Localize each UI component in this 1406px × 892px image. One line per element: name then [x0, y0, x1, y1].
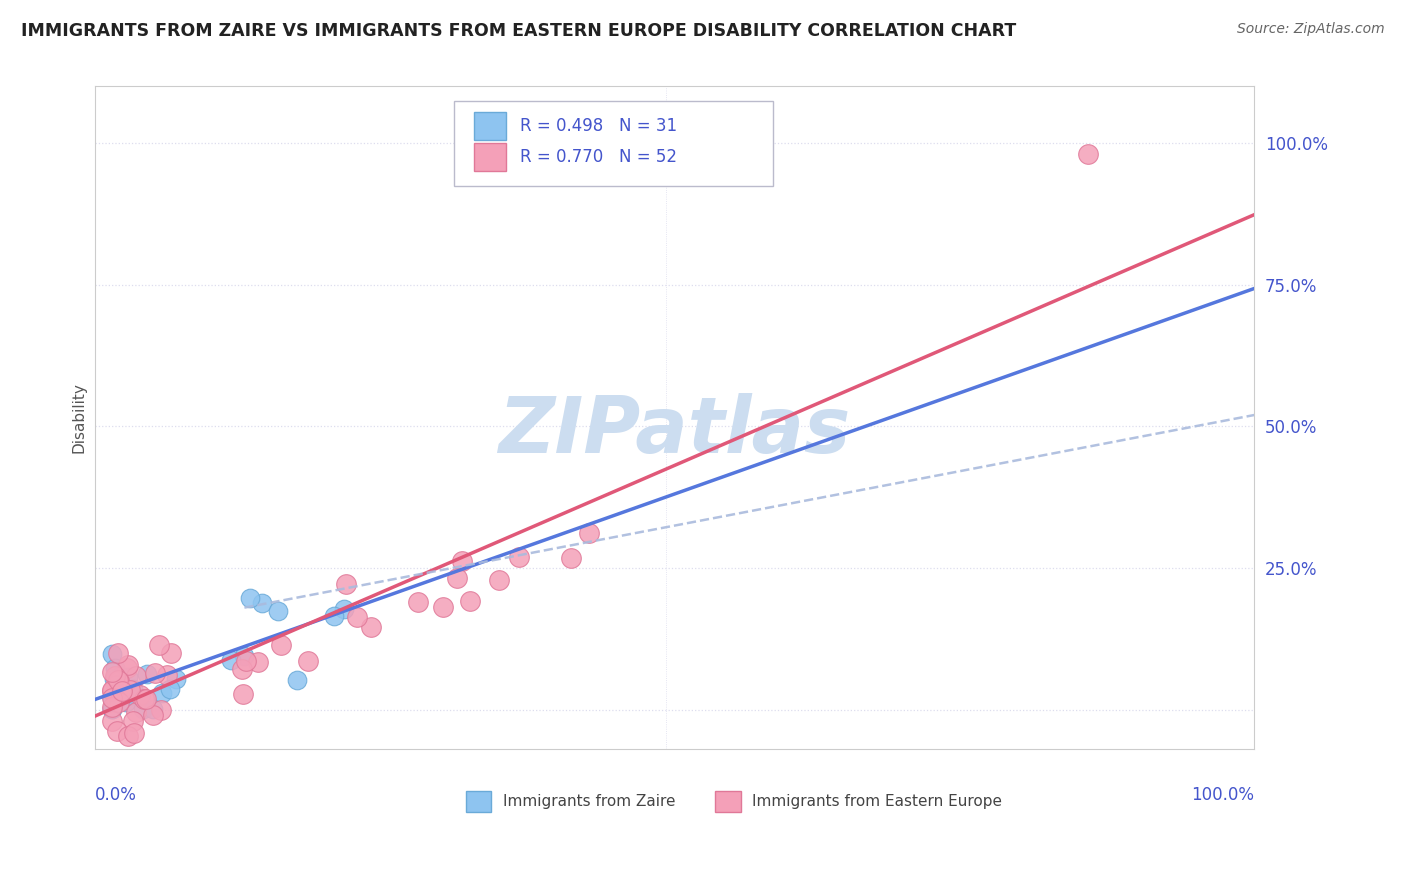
Point	[101, 699, 124, 714]
Point	[156, 668, 179, 682]
Point	[101, 665, 124, 679]
Point	[104, 668, 127, 682]
Point	[115, 661, 138, 675]
Point	[120, 683, 142, 698]
Point	[1077, 147, 1099, 161]
Point	[107, 673, 129, 688]
Point	[117, 729, 139, 743]
Point	[160, 647, 183, 661]
FancyBboxPatch shape	[474, 112, 506, 140]
Point	[107, 672, 129, 686]
FancyBboxPatch shape	[474, 143, 506, 170]
Point	[101, 702, 124, 716]
Text: Source: ZipAtlas.com: Source: ZipAtlas.com	[1237, 22, 1385, 37]
Point	[104, 690, 127, 704]
Point	[149, 703, 172, 717]
Point	[233, 648, 256, 663]
Point	[110, 681, 132, 696]
Text: R = 0.498   N = 31: R = 0.498 N = 31	[520, 117, 678, 135]
Point	[105, 692, 128, 706]
Point	[115, 695, 138, 709]
FancyBboxPatch shape	[465, 791, 491, 813]
Point	[111, 684, 134, 698]
Point	[142, 707, 165, 722]
Point	[101, 682, 124, 697]
Point	[117, 671, 139, 685]
Text: IMMIGRANTS FROM ZAIRE VS IMMIGRANTS FROM EASTERN EUROPE DISABILITY CORRELATION C: IMMIGRANTS FROM ZAIRE VS IMMIGRANTS FROM…	[21, 22, 1017, 40]
Point	[246, 655, 269, 669]
Point	[406, 595, 429, 609]
Point	[252, 596, 274, 610]
Point	[145, 666, 167, 681]
Point	[107, 695, 129, 709]
Point	[135, 691, 157, 706]
Point	[432, 600, 454, 615]
Point	[110, 669, 132, 683]
Point	[267, 604, 290, 618]
Point	[101, 714, 124, 729]
Point	[122, 726, 145, 740]
Y-axis label: Disability: Disability	[72, 383, 86, 453]
Point	[578, 525, 600, 540]
Point	[446, 571, 468, 585]
Point	[270, 638, 292, 652]
Point	[132, 702, 155, 716]
Point	[101, 691, 124, 706]
Point	[142, 702, 165, 716]
Point	[332, 601, 354, 615]
Point	[239, 591, 262, 606]
Point	[488, 573, 510, 587]
Point	[101, 683, 124, 698]
Point	[232, 687, 254, 701]
Point	[297, 654, 319, 668]
Point	[125, 669, 148, 683]
FancyBboxPatch shape	[454, 101, 773, 186]
Point	[508, 549, 530, 564]
Point	[105, 723, 128, 738]
Point	[360, 620, 382, 634]
Text: 100.0%: 100.0%	[1191, 786, 1254, 804]
Point	[108, 673, 131, 688]
Point	[458, 594, 481, 608]
Point	[335, 576, 357, 591]
Text: 0.0%: 0.0%	[94, 786, 136, 804]
Point	[132, 691, 155, 706]
Point	[285, 673, 308, 687]
Point	[101, 647, 124, 661]
Point	[150, 686, 173, 700]
Point	[104, 678, 127, 692]
Text: Immigrants from Eastern Europe: Immigrants from Eastern Europe	[752, 794, 1002, 809]
Point	[110, 681, 132, 696]
Text: R = 0.770   N = 52: R = 0.770 N = 52	[520, 148, 678, 166]
Point	[129, 689, 152, 703]
Point	[101, 702, 124, 716]
Point	[159, 682, 181, 697]
Text: Immigrants from Zaire: Immigrants from Zaire	[503, 794, 675, 809]
Point	[135, 667, 157, 681]
Text: ZIPatlas: ZIPatlas	[498, 393, 851, 469]
Point	[451, 554, 474, 568]
FancyBboxPatch shape	[716, 791, 741, 813]
Point	[108, 682, 131, 697]
Point	[121, 714, 143, 728]
Point	[148, 638, 170, 652]
Point	[235, 654, 257, 668]
Point	[103, 672, 125, 686]
Point	[323, 609, 346, 624]
Point	[122, 681, 145, 696]
Point	[231, 662, 253, 676]
Point	[120, 690, 142, 704]
Point	[125, 705, 148, 719]
Point	[104, 661, 127, 675]
Point	[117, 657, 139, 672]
Point	[108, 680, 131, 694]
Point	[560, 550, 582, 565]
Point	[165, 672, 187, 686]
Point	[101, 691, 124, 706]
Point	[346, 610, 368, 624]
Point	[110, 682, 132, 697]
Point	[107, 646, 129, 660]
Point	[221, 653, 243, 667]
